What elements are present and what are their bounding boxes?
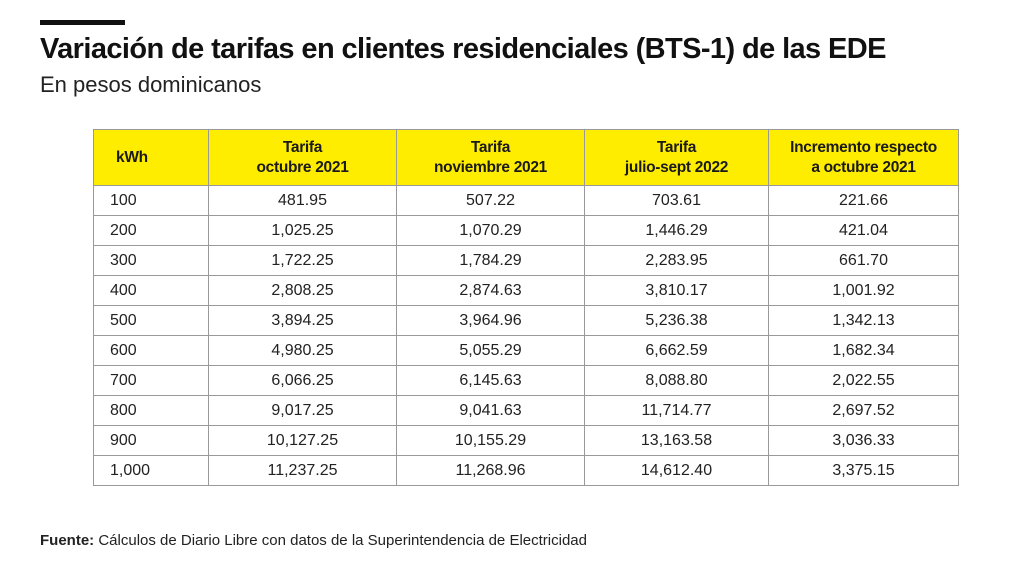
tariff-table: kWh Tarifa octubre 2021 Tarifa noviembre 202… — [93, 129, 959, 486]
column-header-line: Tarifa — [282, 138, 323, 156]
value-cell: 1,342.13 — [768, 305, 959, 336]
value-cell: 421.04 — [768, 215, 959, 246]
value-cell: 1,722.25 — [208, 245, 397, 276]
value-cell: 1,682.34 — [768, 335, 959, 366]
kwh-cell: 900 — [93, 425, 209, 456]
source-text: Cálculos de Diario Libre con datos de la… — [98, 532, 587, 549]
value-cell: 2,808.25 — [208, 275, 397, 306]
value-cell: 2,874.63 — [396, 275, 585, 306]
value-cell: 1,446.29 — [584, 215, 769, 246]
value-cell: 6,145.63 — [396, 365, 585, 396]
kwh-cell: 300 — [93, 245, 209, 276]
source-label: Fuente: — [40, 532, 95, 549]
value-cell: 9,017.25 — [208, 395, 397, 426]
column-header: kWh — [93, 129, 209, 186]
kwh-cell: 600 — [93, 335, 209, 366]
column-header-line: Tarifa — [470, 138, 511, 156]
value-cell: 507.22 — [396, 185, 585, 216]
kwh-cell: 700 — [93, 365, 209, 396]
value-cell: 3,894.25 — [208, 305, 397, 336]
value-cell: 6,662.59 — [584, 335, 769, 366]
value-cell: 221.66 — [768, 185, 959, 216]
title-accent-bar — [40, 20, 125, 25]
kwh-cell: 800 — [93, 395, 209, 426]
value-cell: 11,237.25 — [208, 455, 397, 486]
value-cell: 10,127.25 — [208, 425, 397, 456]
value-cell: 3,036.33 — [768, 425, 959, 456]
table-row: 1,000 11,237.25 11,268.96 14,612.40 3,375.15 — [93, 455, 959, 486]
value-cell: 14,612.40 — [584, 455, 769, 486]
value-cell: 3,810.17 — [584, 275, 769, 306]
source-note: Fuente: Cálculos de Diario Libre con dat… — [40, 532, 587, 549]
column-header-line: Incremento respecto — [790, 138, 937, 156]
value-cell: 703.61 — [584, 185, 769, 216]
table-row: 400 2,808.25 2,874.63 3,810.17 1,001.92 — [93, 275, 959, 306]
page-title: Variación de tarifas en clientes residen… — [40, 33, 886, 65]
table-row: 500 3,894.25 3,964.96 5,236.38 1,342.13 — [93, 305, 959, 336]
column-header-line: kWh — [116, 148, 148, 166]
table-row: 800 9,017.25 9,041.63 11,714.77 2,697.52 — [93, 395, 959, 426]
table-row: 700 6,066.25 6,145.63 8,088.80 2,022.55 — [93, 365, 959, 396]
value-cell: 1,070.29 — [396, 215, 585, 246]
value-cell: 1,001.92 — [768, 275, 959, 306]
value-cell: 5,055.29 — [396, 335, 585, 366]
value-cell: 481.95 — [208, 185, 397, 216]
value-cell: 3,375.15 — [768, 455, 959, 486]
column-header-line: Tarifa — [656, 138, 697, 156]
value-cell: 10,155.29 — [396, 425, 585, 456]
table-row: 600 4,980.25 5,055.29 6,662.59 1,682.34 — [93, 335, 959, 366]
table-header-row: kWh Tarifa octubre 2021 Tarifa noviembre 202… — [93, 129, 959, 186]
value-cell: 11,268.96 — [396, 455, 585, 486]
column-header-line: julio-sept 2022 — [624, 158, 729, 176]
value-cell: 2,697.52 — [768, 395, 959, 426]
value-cell: 661.70 — [768, 245, 959, 276]
table-row: 200 1,025.25 1,070.29 1,446.29 421.04 — [93, 215, 959, 246]
kwh-cell: 500 — [93, 305, 209, 336]
value-cell: 1,025.25 — [208, 215, 397, 246]
column-header: Tarifa noviembre 2021 — [396, 129, 585, 186]
kwh-cell: 400 — [93, 275, 209, 306]
value-cell: 8,088.80 — [584, 365, 769, 396]
kwh-cell: 200 — [93, 215, 209, 246]
column-header: Tarifa octubre 2021 — [208, 129, 397, 186]
table-row: 300 1,722.25 1,784.29 2,283.95 661.70 — [93, 245, 959, 276]
value-cell: 9,041.63 — [396, 395, 585, 426]
page-subtitle: En pesos dominicanos — [40, 72, 262, 97]
value-cell: 5,236.38 — [584, 305, 769, 336]
value-cell: 13,163.58 — [584, 425, 769, 456]
column-header-line: noviembre 2021 — [434, 158, 547, 176]
value-cell: 2,283.95 — [584, 245, 769, 276]
value-cell: 1,784.29 — [396, 245, 585, 276]
table-row: 900 10,127.25 10,155.29 13,163.58 3,036.33 — [93, 425, 959, 456]
column-header: Tarifa julio-sept 2022 — [584, 129, 769, 186]
value-cell: 3,964.96 — [396, 305, 585, 336]
kwh-cell: 100 — [93, 185, 209, 216]
column-header: Incremento respecto a octubre 2021 — [768, 129, 959, 186]
value-cell: 2,022.55 — [768, 365, 959, 396]
kwh-cell: 1,000 — [93, 455, 209, 486]
value-cell: 6,066.25 — [208, 365, 397, 396]
column-header-line: a octubre 2021 — [811, 158, 916, 176]
value-cell: 11,714.77 — [584, 395, 769, 426]
column-header-line: octubre 2021 — [256, 158, 349, 176]
value-cell: 4,980.25 — [208, 335, 397, 366]
table-row: 100 481.95 507.22 703.61 221.66 — [93, 185, 959, 216]
